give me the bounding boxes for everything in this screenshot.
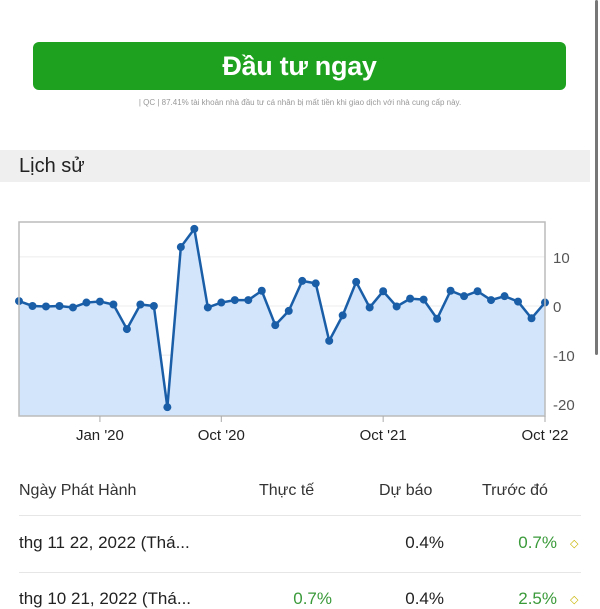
data-point bbox=[217, 298, 226, 307]
data-point bbox=[352, 277, 361, 286]
data-point bbox=[406, 294, 415, 303]
data-point bbox=[271, 321, 280, 330]
data-point bbox=[244, 296, 253, 305]
row-forecast: 0.4% bbox=[405, 533, 444, 552]
data-point bbox=[41, 302, 50, 311]
data-point bbox=[298, 276, 307, 285]
data-point bbox=[257, 286, 266, 295]
data-point bbox=[82, 298, 91, 307]
data-point bbox=[176, 243, 185, 252]
series-line bbox=[18, 225, 546, 408]
y-tick-label: 0 bbox=[553, 299, 561, 316]
data-point bbox=[392, 302, 401, 311]
area-fill bbox=[19, 228, 545, 416]
row-previous: 0.7% bbox=[518, 533, 557, 552]
x-tick-label: Oct '20 bbox=[198, 427, 245, 444]
data-point bbox=[203, 303, 212, 312]
data-point bbox=[365, 303, 374, 312]
data-point bbox=[149, 301, 158, 310]
ad-disclaimer: | QC | 87.41% tài khoản nhà đầu tư cá nh… bbox=[138, 98, 462, 107]
row-actual: 0.7% bbox=[293, 589, 332, 608]
x-tick-label: Jan '20 bbox=[76, 427, 124, 444]
divider bbox=[19, 572, 581, 573]
invest-now-button[interactable]: Đầu tư ngay bbox=[33, 42, 566, 90]
data-point bbox=[163, 403, 172, 412]
data-point bbox=[284, 306, 293, 315]
history-section-header: Lịch sử bbox=[0, 150, 590, 182]
revision-diamond-icon: ◇ bbox=[570, 538, 579, 550]
data-point bbox=[514, 297, 523, 306]
data-point bbox=[68, 303, 77, 312]
data-point bbox=[136, 300, 145, 309]
data-point bbox=[325, 336, 334, 345]
data-point bbox=[379, 287, 388, 296]
section-title: Lịch sử bbox=[19, 155, 85, 177]
y-tick-label: -20 bbox=[553, 397, 575, 414]
row-date: thg 11 22, 2022 (Thá... bbox=[19, 533, 190, 552]
data-point bbox=[500, 292, 509, 301]
col-header-date[interactable]: Ngày Phát Hành bbox=[19, 482, 137, 499]
data-point bbox=[419, 295, 428, 304]
data-point bbox=[28, 301, 37, 310]
x-tick-label: Oct '21 bbox=[360, 427, 407, 444]
data-point bbox=[446, 286, 455, 295]
data-point bbox=[473, 287, 482, 296]
data-point bbox=[311, 279, 320, 288]
data-point bbox=[527, 314, 536, 323]
y-tick-label: -10 bbox=[553, 348, 575, 365]
col-header-actual[interactable]: Thực tế bbox=[259, 482, 315, 499]
history-chart: 10 0 -10 -20 Jan '20 Oct '20 Oct '21 Oct '22 bbox=[15, 221, 575, 444]
row-date: thg 10 21, 2022 (Thá... bbox=[19, 589, 192, 608]
y-tick-label: 10 bbox=[553, 250, 570, 267]
plot-border bbox=[18, 221, 546, 417]
data-point bbox=[460, 292, 469, 301]
scrollbar[interactable] bbox=[595, 0, 598, 355]
data-point bbox=[122, 325, 131, 334]
x-tick-label: Oct '22 bbox=[521, 427, 568, 444]
data-point bbox=[109, 300, 118, 309]
row-forecast: 0.4% bbox=[405, 589, 444, 608]
col-header-previous[interactable]: Trước đó bbox=[482, 482, 548, 499]
data-point bbox=[55, 301, 64, 310]
data-point bbox=[487, 296, 496, 305]
data-point bbox=[338, 311, 347, 320]
data-point bbox=[95, 297, 104, 306]
data-point bbox=[190, 224, 199, 233]
row-previous: 2.5% bbox=[518, 589, 557, 608]
data-point bbox=[230, 296, 239, 305]
data-point bbox=[433, 314, 442, 323]
divider bbox=[19, 515, 581, 516]
col-header-forecast[interactable]: Dự báo bbox=[379, 482, 433, 499]
